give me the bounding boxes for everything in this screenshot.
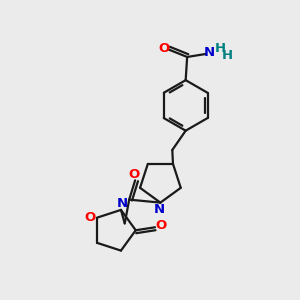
- Text: O: O: [159, 42, 170, 55]
- Text: N: N: [154, 202, 165, 216]
- Text: N: N: [204, 46, 215, 59]
- Text: O: O: [128, 168, 140, 181]
- Text: O: O: [155, 219, 167, 232]
- Text: O: O: [85, 211, 96, 224]
- Text: H: H: [215, 42, 226, 55]
- Text: H: H: [221, 49, 233, 62]
- Text: N: N: [116, 197, 128, 210]
